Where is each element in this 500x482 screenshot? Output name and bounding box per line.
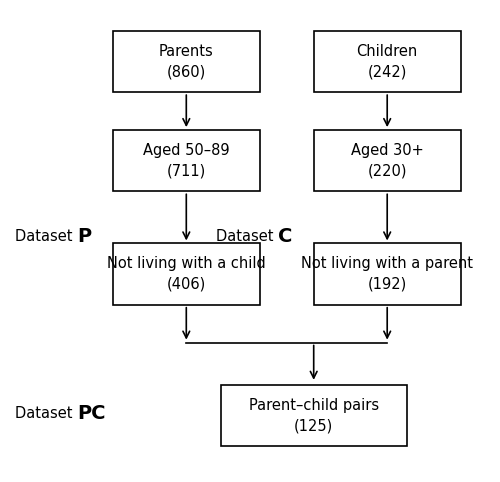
FancyBboxPatch shape [113,243,260,305]
FancyBboxPatch shape [314,243,460,305]
Text: Not living with a parent: Not living with a parent [301,256,473,271]
Text: PC: PC [77,404,106,423]
Text: C: C [278,227,292,246]
Text: (192): (192) [368,277,407,292]
Text: (125): (125) [294,419,334,434]
Text: Aged 30+: Aged 30+ [351,143,424,158]
Text: (860): (860) [166,65,206,80]
Text: Children: Children [356,43,418,59]
FancyBboxPatch shape [314,31,460,92]
FancyBboxPatch shape [314,130,460,191]
Text: (220): (220) [368,163,407,179]
FancyBboxPatch shape [113,130,260,191]
Text: Parent–child pairs: Parent–child pairs [248,398,379,413]
Text: Dataset: Dataset [15,406,77,421]
Text: P: P [77,227,91,246]
Text: Not living with a child: Not living with a child [107,256,266,271]
Text: Dataset: Dataset [216,229,278,244]
Text: Parents: Parents [159,43,214,59]
Text: Dataset: Dataset [15,229,77,244]
FancyBboxPatch shape [220,385,407,446]
Text: (406): (406) [166,277,206,292]
FancyBboxPatch shape [113,31,260,92]
Text: Aged 50–89: Aged 50–89 [143,143,230,158]
Text: (711): (711) [166,163,206,179]
Text: (242): (242) [368,65,407,80]
